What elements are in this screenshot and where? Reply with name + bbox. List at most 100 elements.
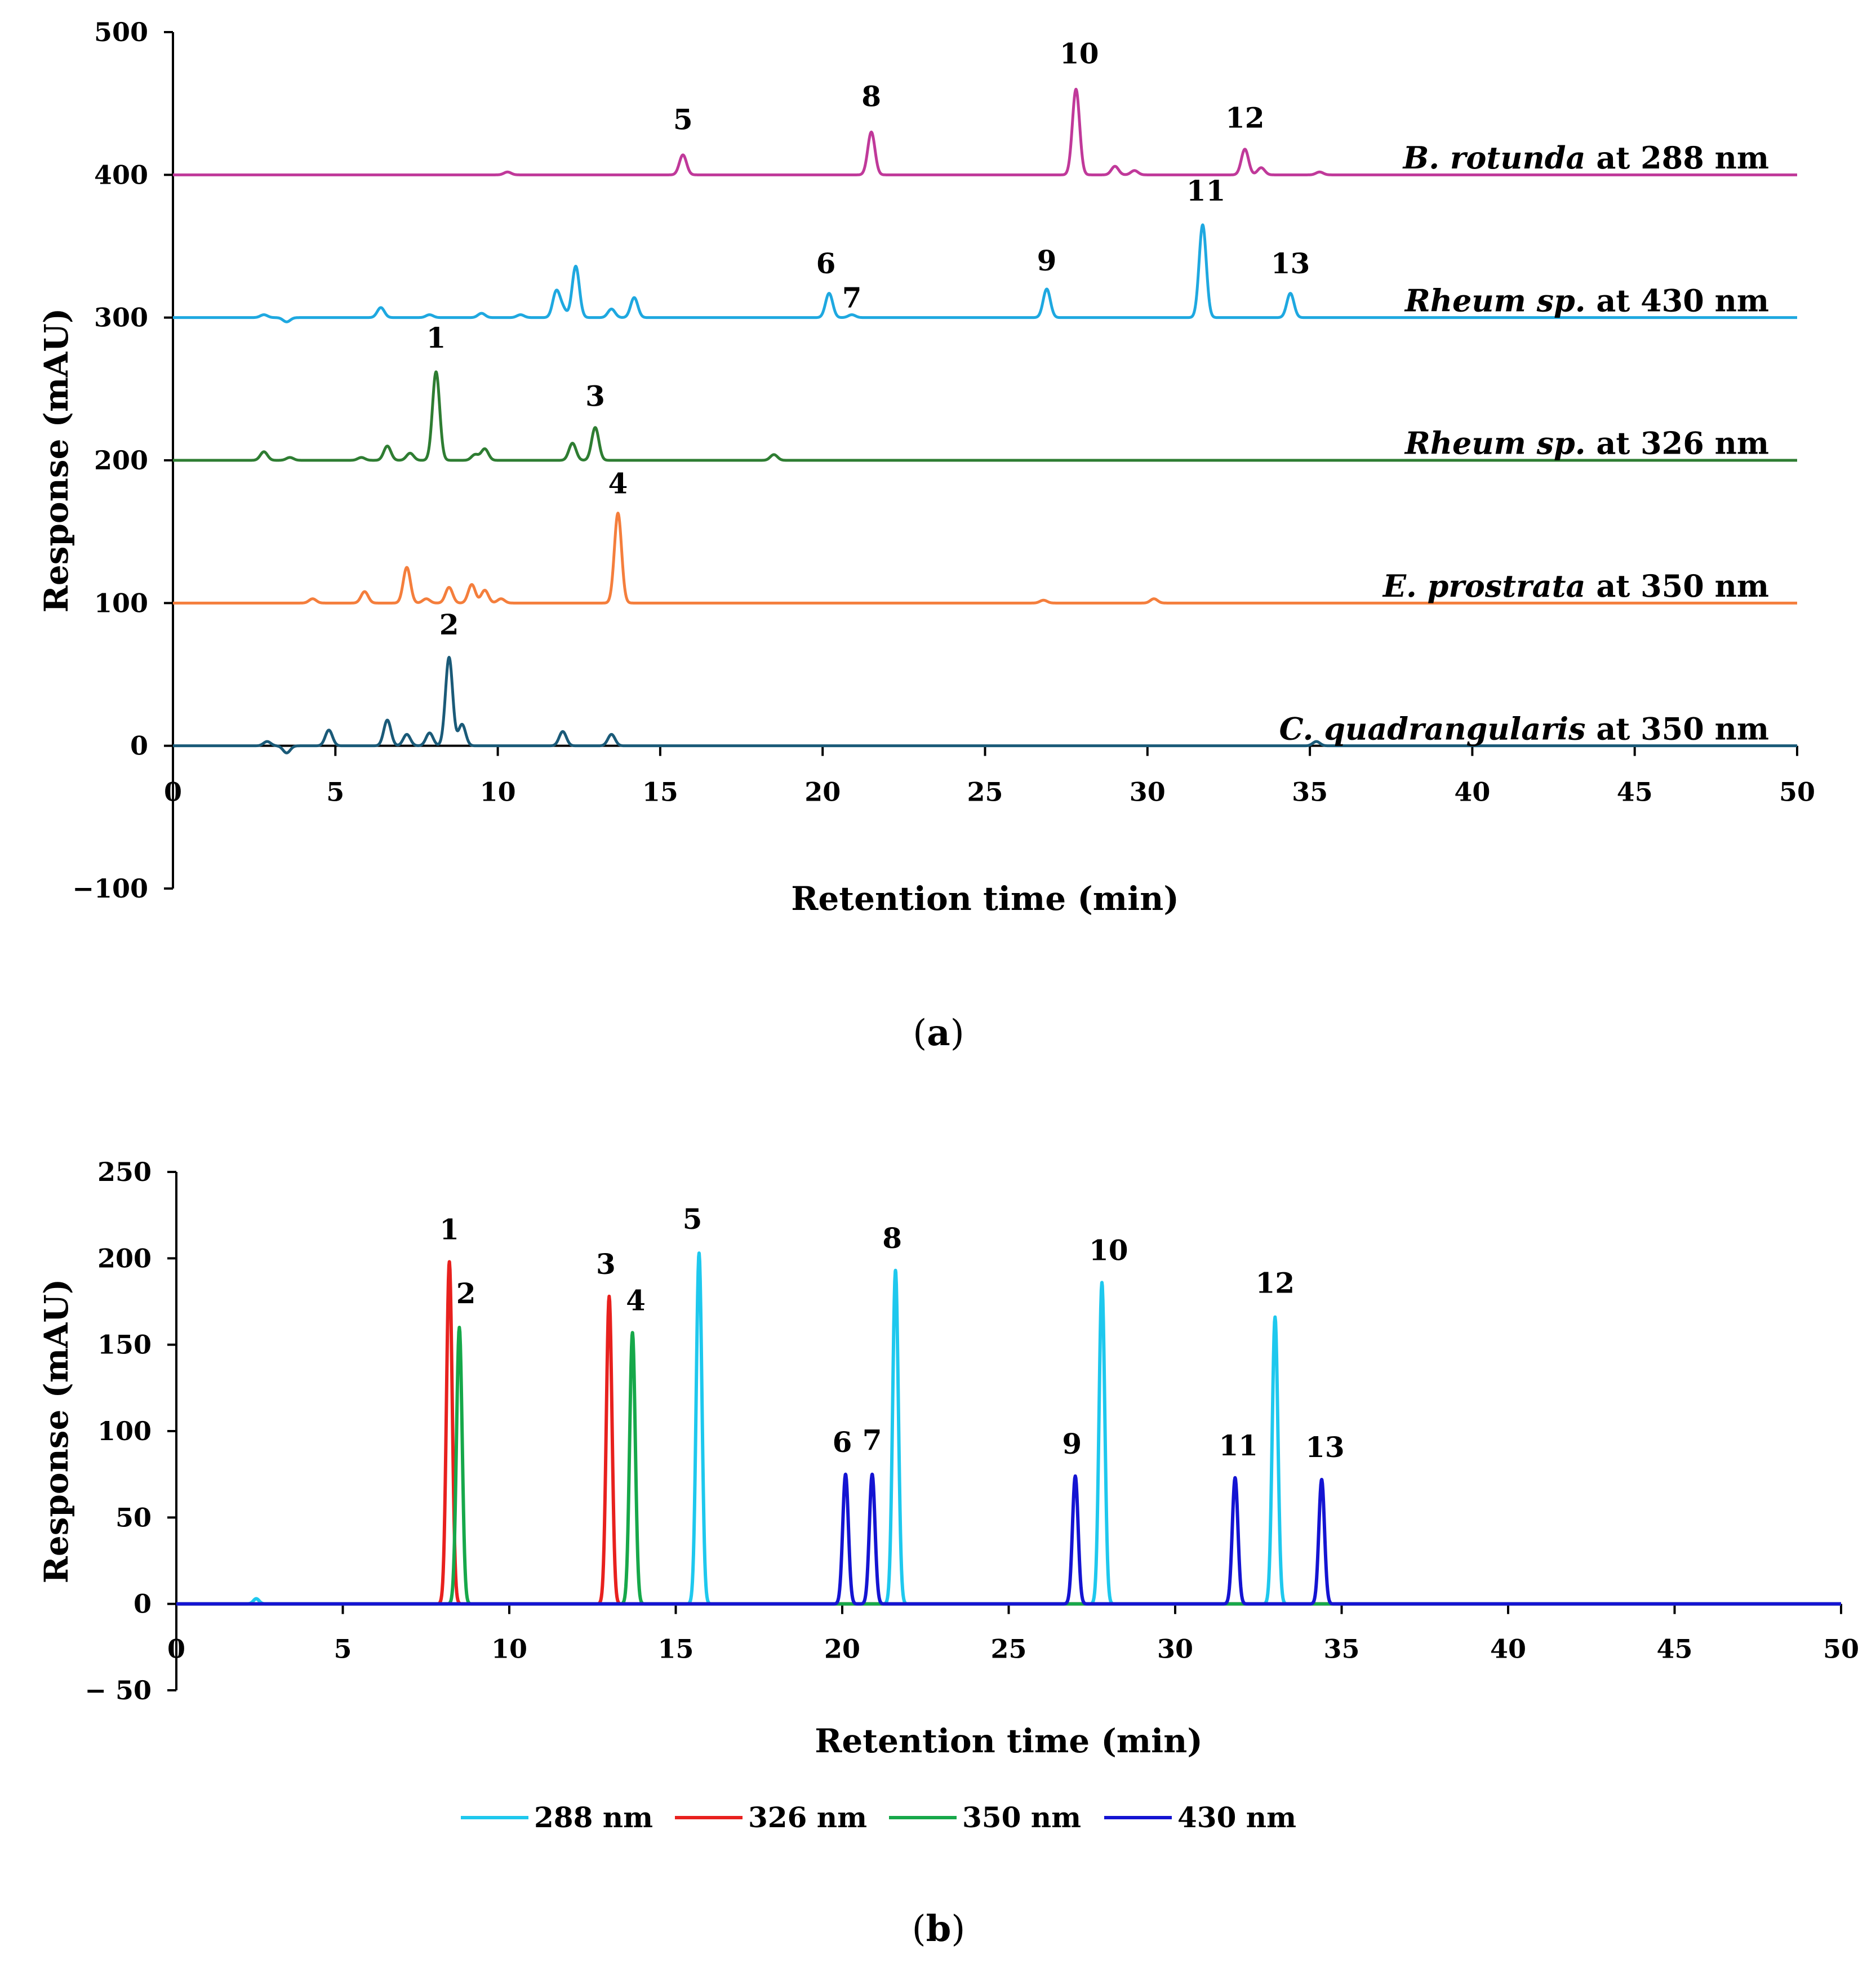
series-wavelength: at 288 nm [1586,140,1769,176]
legend-label: 288 nm [534,1801,653,1834]
series-legend-label: Rheum sp. at 326 nm [1404,425,1769,461]
peak-label: 12 [1256,1267,1295,1300]
y-axis-title: Response (mAU) [37,308,75,613]
x-tick-label: 20 [824,1634,860,1664]
series-legend-label: Rheum sp. at 430 nm [1404,282,1769,318]
peak-label: 13 [1271,247,1310,280]
series-b-rotunda-at-288-nm: 5 8 10 12 B. rotunda at 288 nm [172,37,1798,176]
peak-label: 9 [1062,1427,1082,1460]
x-tick-label: 35 [1292,777,1328,807]
series-name-italic: Rheum sp. [1404,282,1586,318]
y-tick-label: 150 [97,1330,152,1360]
x-tick-label: 10 [491,1634,527,1664]
peak-label: 5 [683,1202,703,1236]
x-tick-label: 30 [1130,777,1166,807]
series-line-430-nm [175,1472,1843,1606]
x-tick-label: 45 [1656,1634,1692,1664]
peak-label: 3 [585,380,605,413]
legend-label: 350 nm [962,1801,1081,1834]
series-name-italic: C. quadrangularis [1279,710,1586,747]
x-tick-label: 40 [1490,1634,1526,1664]
series-wavelength: at 430 nm [1586,282,1769,318]
y-tick-label: 100 [97,1416,152,1446]
series-e-prostrata-at-350-nm: 4 E. prostrata at 350 nm [172,467,1798,605]
series-name-italic: B. rotunda [1402,140,1586,176]
peak-label: 11 [1219,1429,1258,1462]
y-tick-label: 200 [94,445,148,476]
x-tick-label: 30 [1157,1634,1193,1664]
series-wavelength: at 350 nm [1586,710,1769,747]
y-tick-label: 50 [115,1502,152,1533]
legend: 288 nm 326 nm 350 nm 430 nm [461,1801,1296,1834]
series-line [172,512,1798,605]
caption-b: (b) [912,1908,966,1950]
series-line [172,656,1798,754]
x-tick-label: 10 [480,777,516,807]
y-tick-label: −100 [72,873,148,904]
x-tick-label: 25 [967,777,1003,807]
peak-label: 7 [842,281,862,314]
y-tick-label: 250 [97,1157,152,1187]
peak-label: 4 [608,467,628,500]
series-legend-label: B. rotunda at 288 nm [1402,140,1769,176]
peak-label: 1 [439,1213,459,1246]
y-tick-label: 400 [94,159,148,190]
x-axis-title: Retention time (min) [815,1722,1203,1760]
x-tick-label: 0 [167,1634,185,1664]
series-line [172,370,1798,462]
peak-label: 9 [1037,244,1057,277]
series-wavelength: at 326 nm [1586,425,1769,461]
y-tick-label: 200 [97,1243,152,1273]
peak-label: 4 [626,1283,646,1317]
y-tick-label: 300 [94,303,148,333]
series-rheum-sp-at-430-nm: 67 9 11 13 Rheum sp. at 430 nm [172,174,1798,323]
peak-label: 2 [439,608,459,641]
series-rheum-sp-at-326-nm: 1 3 Rheum sp. at 326 nm [172,321,1798,462]
series-c-quadrangularis-at-350-nm: 2 C. quadrangularis at 350 nm [172,608,1798,754]
x-tick-label: 45 [1617,777,1653,807]
x-tick-label: 5 [334,1634,352,1664]
peak-label: 8 [861,80,881,113]
peak-label: 7 [863,1424,882,1457]
peak-label: 6 [816,247,836,280]
x-tick-label: 50 [1779,777,1815,807]
legend-label: 430 nm [1177,1801,1296,1834]
series-legend-label: C. quadrangularis at 350 nm [1279,710,1769,747]
series-legend-label: E. prostrata at 350 nm [1382,568,1769,604]
x-tick-label: 15 [657,1634,694,1664]
series-wavelength: at 350 nm [1586,568,1769,604]
y-tick-label: 0 [130,731,148,761]
y-axis-title: Response (mAU) [37,1279,75,1584]
peak-label: 1 [426,321,446,354]
x-tick-label: 5 [326,777,344,807]
peak-label: 12 [1225,101,1265,135]
x-axis-title: Retention time (min) [791,880,1179,918]
peak-label: 11 [1186,174,1226,207]
peak-label: 10 [1089,1233,1128,1267]
peak-label: 6 [833,1425,852,1459]
peak-label: 3 [596,1247,616,1281]
y-tick-label: 100 [94,588,148,618]
peak-label: 2 [456,1277,476,1310]
series-line [172,223,1798,323]
y-tick-label: 0 [134,1589,152,1619]
x-tick-label: 20 [804,777,841,807]
peak-label: 5 [673,103,693,136]
series-line-288-nm [175,1251,1843,1606]
peak-label: 8 [882,1222,902,1255]
x-tick-label: 35 [1323,1634,1359,1664]
legend-label: 326 nm [748,1801,867,1834]
peak-label: 10 [1060,37,1099,70]
x-tick-label: 50 [1823,1634,1859,1664]
x-tick-label: 25 [990,1634,1026,1664]
series-line-326-nm [175,1260,1843,1606]
series-name-italic: Rheum sp. [1404,425,1586,461]
caption-a: (a) [913,1012,964,1054]
peak-label: 13 [1305,1431,1345,1464]
series-name-italic: E. prostrata [1382,568,1586,604]
series-line-350-nm [175,1326,1843,1606]
x-tick-label: 0 [164,777,182,807]
